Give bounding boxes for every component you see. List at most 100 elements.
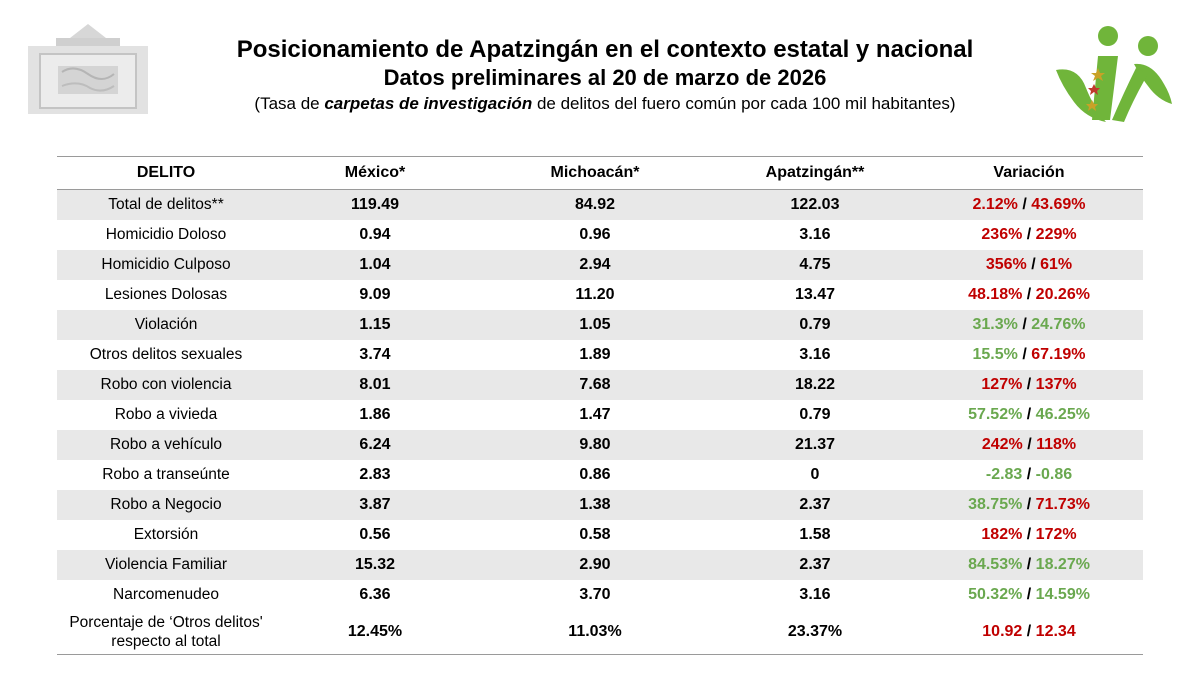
table-row-percentage: Porcentaje de ‘Otros delitos' respecto al… [57,610,1143,655]
table-row: Homicidio Doloso 0.94 0.96 3.16 236% / 229% [57,220,1143,250]
apatzingan-value: 21.37 [715,430,915,460]
apatzingan-value: 23.37% [715,610,915,655]
apatzingan-value: 1.58 [799,526,831,543]
crime-rate-table: DELITO México* Michoacán* Apatzingán** V… [57,156,1143,655]
crime-cell: Homicidio Culposo [57,250,275,280]
michoacan-value: 0.96 [579,226,611,243]
variation-cell: 356% / 61% [915,250,1143,280]
variation-national: 229% [1035,226,1077,243]
table-body: Total de delitos** 119.49 84.92 122.03 2.12%… [57,189,1143,655]
variation-state: 242% [981,436,1023,453]
variation-separator: / [1022,556,1036,573]
variation-national: 67.19% [1031,346,1086,363]
crime-cell: Narcomenudeo [113,586,219,603]
mexico-value: 6.24 [275,430,475,460]
crime-cell: Lesiones Dolosas [104,286,228,303]
crime-cell: Porcentaje de ‘Otros delitos' respecto al… [57,610,275,655]
header-michoacan: Michoacán* [475,156,715,190]
table-header-row: DELITO México* Michoacán* Apatzingán** V… [57,156,1143,190]
variation-state: 15.5% [972,346,1018,363]
variation-national: 43.69% [1031,196,1086,213]
crime-cell: Violencia Familiar [57,550,275,580]
table-row: Robo a vehículo 6.24 9.80 21.37 242% / 118% [57,430,1143,460]
variation-state: 50.32% [968,586,1023,603]
apatzingan-value: 3.16 [799,586,831,603]
apatzingan-value: 3.16 [799,226,831,243]
variation-separator: / [1022,496,1036,513]
mexico-value: 1.15 [275,310,475,340]
apatzingan-value: 2.37 [715,490,915,520]
table-row: Robo con violencia 8.01 7.68 18.22 127% / 13… [57,370,1143,400]
crime-cell: Robo con violencia [57,370,275,400]
variation-cell: 182% / 172% [915,520,1143,550]
crime-cell: Extorsión [133,526,199,543]
variation-cell: 2.12% / 43.69% [915,189,1143,220]
page-title: Posicionamiento de Apatzingán en el cont… [236,36,974,63]
variation-cell: 57.52% / 46.25% [915,400,1143,430]
variation-separator: / [1022,286,1036,303]
apatzingan-value: 0.79 [799,406,831,423]
variation-separator: / [1022,406,1036,423]
variation-state: 356% [985,256,1027,273]
variation-separator: / [1022,623,1036,640]
mexico-value: 3.74 [359,346,391,363]
apatzingan-value: 4.75 [715,250,915,280]
variation-national: 61% [1040,256,1073,273]
crime-cell: Total de delitos** [57,189,275,220]
apatzingan-value: 13.47 [794,286,836,303]
variation-separator: / [1026,256,1041,273]
variation-separator: / [1022,436,1037,453]
variation-state: 10.92 [982,623,1023,640]
michoacan-value: 11.03% [475,610,715,655]
crime-line-2: respecto al total [111,633,221,650]
variation-national: -0.86 [1035,466,1073,483]
crime-cell: Violación [57,310,275,340]
apatzingan-value: 2.37 [715,550,915,580]
variation-state: 48.18% [968,286,1023,303]
mexico-value: 15.32 [275,550,475,580]
table-row: Total de delitos** 119.49 84.92 122.03 2.12%… [57,189,1143,220]
apatzingan-value: 18.22 [715,370,915,400]
variation-state: 38.75% [968,496,1023,513]
michoacan-value: 0.58 [579,526,611,543]
variation-cell: 38.75% / 71.73% [915,490,1143,520]
mexico-value: 3.87 [275,490,475,520]
variation-cell: 84.53% / 18.27% [915,550,1143,580]
mexico-value: 2.83 [359,466,391,483]
apatzingan-value: 122.03 [715,189,915,220]
table-row: Violencia Familiar 15.32 2.90 2.37 84.53% / … [57,550,1143,580]
variation-cell: 48.18% / 20.26% [915,280,1143,310]
michoacan-value: 0.86 [579,466,611,483]
variation-national: 46.25% [1035,406,1090,423]
subtitle-suffix: de delitos del fuero común por cada 100 … [532,94,956,113]
variation-separator: / [1022,586,1036,603]
variation-state: 127% [981,376,1023,393]
variation-separator: / [1022,376,1036,393]
subtitle: (Tasa de carpetas de investigación de de… [170,92,1040,116]
mexico-value: 0.56 [359,526,391,543]
table-row: Robo a transeúnte 2.83 0.86 0 -2.83 / -0.86 [57,460,1143,490]
crime-cell: Robo a vivieda [114,406,218,423]
variation-national: 137% [1035,376,1077,393]
apatzingan-value: 0.79 [715,310,915,340]
michoacan-value: 2.90 [475,550,715,580]
table-row: Otros delitos sexuales 3.74 1.89 3.16 15.5% … [57,340,1143,370]
variation-separator: / [1017,316,1032,333]
michoacan-value: 3.70 [579,586,611,603]
crime-cell: Robo a Negocio [57,490,275,520]
header-variacion: Variación [915,156,1143,190]
michoacan-value: 9.80 [475,430,715,460]
variation-cell: 10.92 / 12.34 [915,610,1143,655]
variation-cell: 31.3% / 24.76% [915,310,1143,340]
variation-separator: / [1022,466,1036,483]
apatzingan-value: 3.16 [799,346,831,363]
variation-cell: 242% / 118% [915,430,1143,460]
subtitle-prefix: (Tasa de [254,94,325,113]
michoacan-value: 1.38 [475,490,715,520]
variation-state: 2.12% [972,196,1018,213]
mexico-value: 8.01 [275,370,475,400]
table-row: Narcomenudeo 6.36 3.70 3.16 50.32% / 14.59% [57,580,1143,610]
variation-cell: 50.32% / 14.59% [915,580,1143,610]
variation-cell: 236% / 229% [915,220,1143,250]
table-row: Robo a vivieda 1.86 1.47 0.79 57.52% / 46.25… [57,400,1143,430]
